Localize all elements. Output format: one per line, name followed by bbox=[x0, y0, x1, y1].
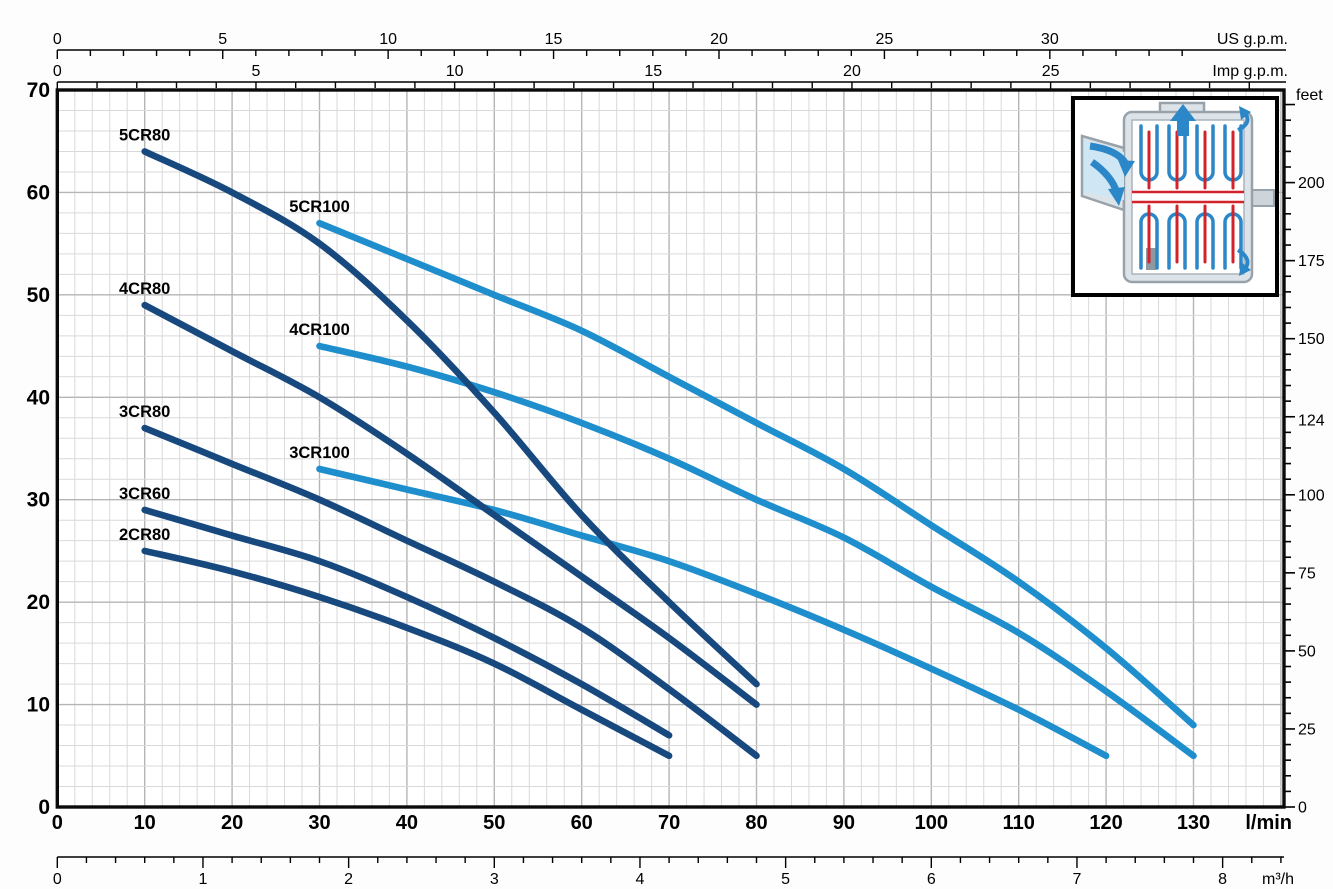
m3h-tick-label: 8 bbox=[1218, 871, 1227, 888]
lmin-tick-label: 30 bbox=[308, 812, 330, 834]
lmin-tick-label: 100 bbox=[915, 812, 948, 834]
meters-tick-label: 30 bbox=[27, 489, 50, 512]
m3h-unit-label: m³/h bbox=[1262, 871, 1294, 888]
m3h-tick-label: 2 bbox=[344, 871, 353, 888]
feet-tick-label: 200 bbox=[1298, 175, 1325, 192]
lmin-tick-label: 40 bbox=[396, 812, 418, 834]
axis-us-gpm: 0 5 10 15 20 25 30 US g.p.m. bbox=[53, 31, 1288, 59]
meters-tick-label: 70 bbox=[27, 79, 50, 102]
curve-label-3CR60: 3CR60 bbox=[119, 485, 170, 503]
flow-arrows bbox=[1089, 104, 1251, 276]
m3h-tick-label: 6 bbox=[927, 871, 936, 888]
feet-tick-label: 175 bbox=[1298, 253, 1325, 270]
axis-imp-gpm-tick-label: 15 bbox=[644, 63, 662, 80]
curve-2CR80 bbox=[141, 547, 673, 760]
axis-imp-gpm-tick-label: 5 bbox=[252, 63, 261, 80]
feet-tick-label: 100 bbox=[1298, 487, 1325, 504]
lmin-tick-label: 60 bbox=[571, 812, 593, 834]
lmin-tick-label: 20 bbox=[221, 812, 243, 834]
feet-tick-label: 124 bbox=[1298, 412, 1325, 429]
feet-tick-label: 25 bbox=[1298, 721, 1316, 738]
axis-imp-gpm-tick-label: 10 bbox=[446, 63, 464, 80]
plot-border bbox=[55, 88, 1286, 809]
feet-tick-label: 75 bbox=[1298, 565, 1316, 582]
m3h-tick-label: 3 bbox=[490, 871, 499, 888]
feet-unit-label: feet bbox=[1296, 87, 1323, 104]
curve-label-4CR100: 4CR100 bbox=[289, 321, 350, 339]
curve-label-5CR100: 5CR100 bbox=[289, 198, 350, 216]
curve-label-3CR100: 3CR100 bbox=[289, 444, 350, 462]
curve-label-2CR80: 2CR80 bbox=[119, 526, 170, 544]
axis-us-gpm-tick-label: 10 bbox=[379, 31, 397, 48]
meters-tick-label: 40 bbox=[27, 386, 50, 409]
meters-tick-label: 50 bbox=[27, 284, 50, 307]
feet-tick-label: 0 bbox=[1298, 800, 1307, 817]
curve-3CR80 bbox=[141, 424, 760, 760]
curve-5CR80 bbox=[141, 148, 760, 688]
lmin-tick-label: 110 bbox=[1003, 812, 1035, 834]
lmin-tick-label: 80 bbox=[745, 812, 767, 834]
meters-tick-label: 20 bbox=[27, 591, 50, 614]
meters-tick-label: 10 bbox=[27, 694, 50, 717]
axis-us-gpm-tick-label: 30 bbox=[1041, 31, 1059, 48]
meters-tick-label: 60 bbox=[27, 181, 50, 204]
lmin-tick-label: 10 bbox=[134, 812, 156, 834]
pump-cross-section-inset bbox=[1071, 96, 1279, 297]
m3h-tick-label: 7 bbox=[1073, 871, 1082, 888]
pump-shaft bbox=[1132, 190, 1244, 204]
axis-us-gpm-tick-label: 20 bbox=[710, 31, 728, 48]
axis-us-gpm-tick-label: 25 bbox=[876, 31, 894, 48]
axis-us-gpm-tick-label: 5 bbox=[218, 31, 227, 48]
axis-m3h: 0 1 2 3 4 5 6 7 8 m³/h bbox=[53, 856, 1294, 888]
m3h-tick-label: 1 bbox=[199, 871, 208, 888]
curve-4CR80 bbox=[141, 301, 760, 708]
meters-tick-label: 0 bbox=[38, 796, 50, 819]
axis-imp-gpm-tick-label: 25 bbox=[1042, 63, 1060, 80]
lmin-tick-label: 120 bbox=[1089, 812, 1122, 834]
feet-tick-label: 50 bbox=[1298, 643, 1316, 660]
axis-imp-gpm: 0 5 10 15 20 25 Imp g.p.m. bbox=[53, 63, 1288, 91]
axis-feet: 200 175 150 124 100 75 50 25 0 feet bbox=[1284, 87, 1325, 817]
curve-3CR100 bbox=[316, 465, 1110, 760]
axis-meters: 70 60 50 40 30 20 10 0 bbox=[27, 79, 50, 819]
feet-tick-label: 150 bbox=[1298, 331, 1325, 348]
lmin-tick-label: 130 bbox=[1177, 812, 1210, 834]
curve-3CR60 bbox=[141, 506, 673, 739]
curve-label-3CR80: 3CR80 bbox=[119, 403, 170, 421]
pump-curves: 5CR100 4CR100 3CR100 5CR80 4CR80 3CR80 3CR60 2C… bbox=[119, 126, 1197, 760]
curve-label-5CR80: 5CR80 bbox=[119, 126, 170, 144]
axis-lmin: 0 10 20 30 40 50 60 70 80 90 100 110 120 130 l/min bbox=[52, 812, 1292, 834]
axis-us-gpm-tick-label: 0 bbox=[53, 31, 62, 48]
axis-us-gpm-tick-label: 15 bbox=[545, 31, 563, 48]
lmin-tick-label: 70 bbox=[658, 812, 680, 834]
m3h-tick-label: 4 bbox=[636, 871, 645, 888]
impeller-stages bbox=[1139, 124, 1243, 270]
axis-imp-gpm-unit-label: Imp g.p.m. bbox=[1212, 63, 1288, 80]
lmin-tick-label: 50 bbox=[483, 812, 505, 834]
lmin-tick-label: 90 bbox=[833, 812, 855, 834]
m3h-tick-label: 0 bbox=[53, 871, 62, 888]
axis-imp-gpm-tick-label: 0 bbox=[53, 63, 62, 80]
curve-label-4CR80: 4CR80 bbox=[119, 280, 170, 298]
lmin-unit-label: l/min bbox=[1245, 812, 1292, 834]
axis-us-gpm-unit-label: US g.p.m. bbox=[1217, 31, 1288, 48]
curve-5CR100 bbox=[316, 219, 1197, 729]
lmin-tick-label: 0 bbox=[52, 812, 63, 834]
m3h-tick-label: 5 bbox=[781, 871, 790, 888]
axis-imp-gpm-tick-label: 20 bbox=[843, 63, 861, 80]
